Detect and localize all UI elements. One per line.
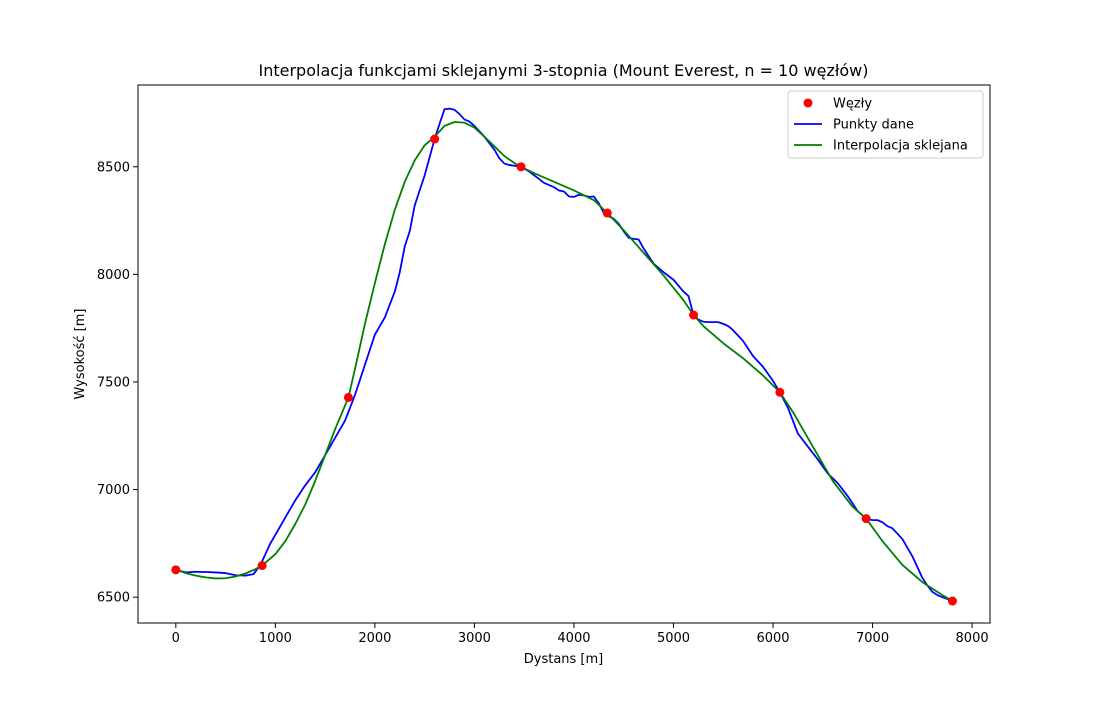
chart-title: Interpolacja funkcjami sklejanymi 3-stop… (259, 61, 869, 80)
node-point (257, 561, 267, 571)
x-tick-label: 1000 (259, 631, 292, 646)
y-tick-label: 6500 (97, 591, 130, 606)
node-point (689, 310, 699, 320)
x-tick-label: 3000 (458, 631, 491, 646)
x-tick-label: 4000 (557, 631, 590, 646)
node-point (861, 514, 871, 524)
y-tick-label: 7000 (97, 483, 130, 498)
x-tick-label: 2000 (358, 631, 391, 646)
spline-line (175, 121, 953, 602)
legend-box (787, 90, 984, 159)
plot-frame (137, 84, 991, 624)
data-line (175, 107, 953, 602)
y-tick-label: 8500 (97, 160, 130, 175)
legend-label: Punkty dane (833, 118, 914, 133)
node-point (430, 134, 440, 144)
axes: 0 1000 2000 3000 4000 5000 6000 7000 8000 6500 700… (97, 84, 991, 646)
x-tick-label: 6000 (756, 631, 789, 646)
x-tick-label: 0 (172, 631, 180, 646)
y-tick-label: 7500 (97, 375, 130, 390)
legend-marker-nodes (803, 98, 813, 108)
node-point (516, 162, 526, 172)
x-tick-label: 7000 (856, 631, 889, 646)
x-tick-label: 8000 (956, 631, 989, 646)
y-tick-label: 8000 (97, 268, 130, 283)
x-axis-label: Dystans [m] (524, 652, 604, 667)
node-point (775, 387, 785, 397)
node-point (602, 208, 612, 218)
legend-label: Węzły (833, 97, 872, 112)
x-tick-label: 5000 (657, 631, 690, 646)
node-point (343, 392, 353, 402)
y-axis-label: Wysokość [m] (73, 309, 88, 400)
node-point (171, 565, 181, 575)
legend-label: Interpolacja sklejana (833, 139, 968, 154)
plot-area (171, 107, 957, 606)
node-point (947, 596, 957, 606)
legend: Węzły Punkty dane Interpolacja sklejana (787, 90, 984, 159)
